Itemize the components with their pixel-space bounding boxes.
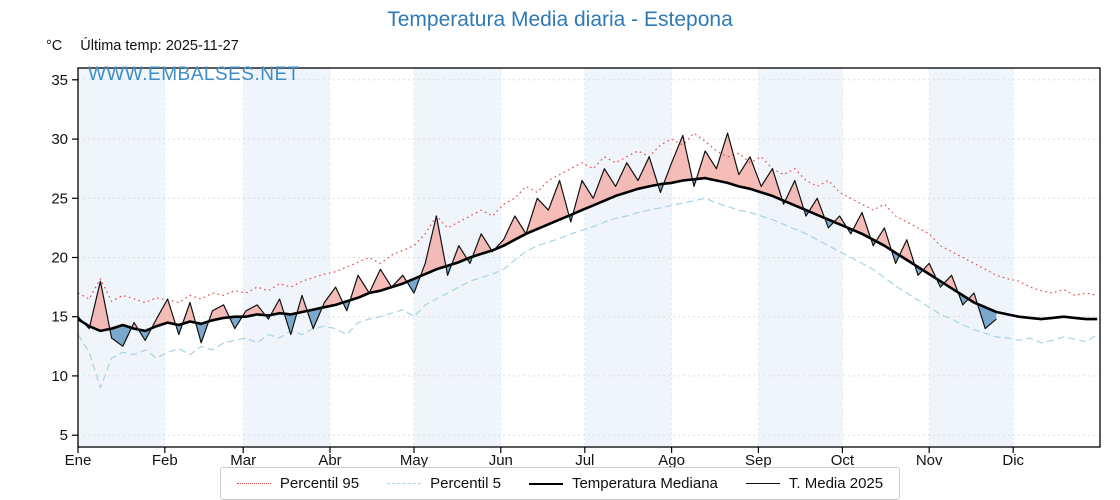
media-2025-line-icon [745,483,780,484]
mediana-line-icon [528,482,563,485]
last-temp-label: Última temp: 2025-11-27 [80,38,239,54]
svg-text:Jun: Jun [489,452,513,469]
svg-text:20: 20 [51,250,68,267]
svg-text:Jul: Jul [575,452,594,469]
svg-text:10: 10 [51,368,68,385]
legend-label: Temperatura Mediana [571,475,718,492]
percentil-5-line-icon [387,483,422,484]
svg-text:35: 35 [51,72,68,89]
svg-text:30: 30 [51,131,68,148]
chart-legend: Percentil 95 Percentil 5 Temperatura Med… [0,467,1120,500]
svg-text:Abr: Abr [318,452,341,469]
svg-text:Nov: Nov [916,452,943,469]
y-axis-unit-label: °C [46,38,63,54]
legend-item-percentil-5: Percentil 5 [387,475,501,492]
svg-text:5: 5 [60,427,68,444]
svg-text:Sep: Sep [745,452,772,469]
legend-label: Percentil 95 [279,475,360,492]
legend-item-media-2025: T. Media 2025 [745,475,884,492]
legend-item-percentil-95: Percentil 95 [236,475,360,492]
svg-text:Ene: Ene [65,452,92,469]
legend-label: T. Media 2025 [788,475,884,492]
chart-canvas: 5 10 15 20 25 30 35 Ene Feb Mar Abr May Jun Jul Ago Sep… [0,50,1120,470]
svg-text:Dic: Dic [1002,452,1024,469]
percentil-95-line-icon [236,483,271,484]
legend-label: Percentil 5 [430,475,501,492]
chart-title: Temperatura Media diaria - Estepona [387,8,733,31]
svg-text:25: 25 [51,190,68,207]
legend-item-mediana: Temperatura Mediana [528,475,718,492]
svg-text:Ago: Ago [658,452,685,469]
watermark: WWW.EMBALSES.NET [88,64,300,85]
axis-annotations: °C Última temp: 2025-11-27 [46,38,239,54]
svg-text:Feb: Feb [152,452,178,469]
svg-text:Mar: Mar [230,452,256,469]
svg-text:15: 15 [51,309,68,326]
svg-text:Oct: Oct [831,452,855,469]
svg-text:May: May [400,452,429,469]
legend-box: Percentil 95 Percentil 5 Temperatura Med… [219,467,901,500]
